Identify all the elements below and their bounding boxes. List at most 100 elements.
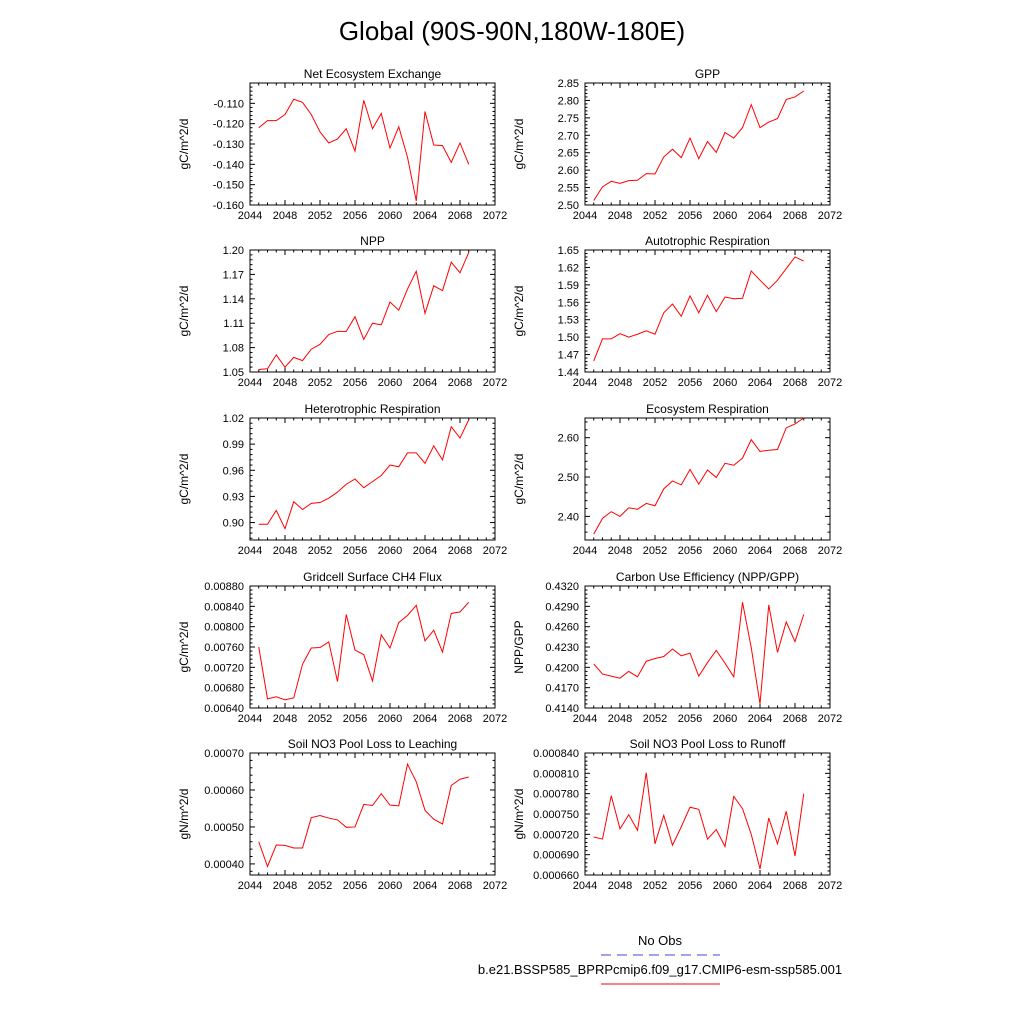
y-tick-label: 0.000690 <box>533 850 579 862</box>
y-tick-label: 2.65 <box>558 148 579 160</box>
panel-npp: NPP gC/m^2/d 2044 2048 2052 2056 2060 2064 2068 2… <box>177 234 507 389</box>
panel-soil-no3-pool-loss-to-runoff: Soil NO3 Pool Loss to Runoff gN/m^2/d 2044… <box>512 737 842 892</box>
y-axis-label: gC/m^2/d <box>177 119 191 170</box>
y-tick-label: 1.62 <box>558 262 579 274</box>
x-tick-label: 2064 <box>748 377 772 389</box>
y-tick-label: 1.65 <box>558 245 579 257</box>
x-tick-label: 2068 <box>448 713 472 725</box>
x-tick-label: 2044 <box>573 377 597 389</box>
x-tick-label: 2064 <box>748 880 772 892</box>
y-tick-label: 0.00640 <box>204 703 244 715</box>
x-tick-label: 2072 <box>483 713 507 725</box>
y-axis-label: gC/m^2/d <box>177 286 191 337</box>
legend: No Obs b.e21.BSSP585_BPRPcmip6.f09_g17.C… <box>478 933 842 985</box>
x-tick-label: 2048 <box>273 210 297 222</box>
series-line <box>258 98 470 202</box>
y-tick-label: 1.56 <box>558 297 579 309</box>
x-tick-label: 2056 <box>678 545 702 557</box>
y-axis-label: gC/m^2/d <box>512 286 526 337</box>
y-tick-label: 0.000750 <box>533 809 579 821</box>
x-tick-label: 2052 <box>643 713 667 725</box>
panels-group: Net Ecosystem Exchange gC/m^2/d 2044 2048 20… <box>177 67 842 892</box>
y-tick-label: 0.000780 <box>533 789 579 801</box>
y-tick-label: 0.00760 <box>204 642 244 654</box>
y-tick-label: 0.000720 <box>533 829 579 841</box>
x-tick-label: 2044 <box>573 545 597 557</box>
series-line <box>258 252 470 371</box>
x-tick-label: 2060 <box>713 545 737 557</box>
panel-title: Net Ecosystem Exchange <box>304 67 442 81</box>
plot-frame <box>249 82 496 206</box>
y-tick-label: 0.000840 <box>533 748 579 760</box>
y-tick-label: 1.11 <box>223 318 244 330</box>
legend-obs-label: No Obs <box>638 933 683 948</box>
x-tick-label: 2056 <box>343 545 367 557</box>
x-tick-label: 2052 <box>308 880 332 892</box>
y-tick-label: 1.50 <box>558 332 579 344</box>
y-tick-label: 0.4290 <box>545 601 579 613</box>
plot-frame <box>584 249 831 373</box>
x-tick-label: 2044 <box>238 377 262 389</box>
y-tick-label: 2.80 <box>558 95 579 107</box>
x-tick-label: 2060 <box>713 210 737 222</box>
y-axis-label: NPP/GPP <box>512 620 526 673</box>
plot-frame <box>249 585 496 709</box>
x-tick-label: 2044 <box>238 880 262 892</box>
plot-frame <box>584 752 831 876</box>
plot-frame <box>584 585 831 709</box>
panel-ecosystem-respiration: Ecosystem Respiration gC/m^2/d 2044 2048 205… <box>512 402 842 557</box>
y-tick-label: 0.00050 <box>204 822 244 834</box>
y-tick-label: 2.50 <box>558 472 579 484</box>
x-tick-label: 2044 <box>238 210 262 222</box>
x-tick-label: 2044 <box>573 210 597 222</box>
x-tick-label: 2052 <box>643 377 667 389</box>
x-tick-label: 2068 <box>448 210 472 222</box>
x-tick-label: 2052 <box>643 210 667 222</box>
y-tick-label: -0.150 <box>213 180 244 192</box>
x-tick-label: 2060 <box>378 377 402 389</box>
x-tick-label: 2064 <box>748 210 772 222</box>
x-tick-label: 2048 <box>608 713 632 725</box>
y-axis-label: gC/m^2/d <box>512 454 526 505</box>
y-axis-label: gC/m^2/d <box>177 454 191 505</box>
y-tick-label: 1.20 <box>223 245 244 257</box>
x-tick-label: 2064 <box>413 210 437 222</box>
panel-gpp: GPP gC/m^2/d 2044 2048 2052 2056 2060 2064 2068 2… <box>512 67 842 222</box>
x-tick-label: 2068 <box>448 545 472 557</box>
x-tick-label: 2056 <box>678 210 702 222</box>
panel-gridcell-surface-ch4-flux: Gridcell Surface CH4 Flux gC/m^2/d 2044 204… <box>177 570 507 725</box>
panel-title: Autotrophic Respiration <box>645 234 770 248</box>
panel-title: Carbon Use Efficiency (NPP/GPP) <box>616 570 799 584</box>
x-tick-label: 2064 <box>413 377 437 389</box>
x-tick-label: 2064 <box>413 713 437 725</box>
y-tick-label: 2.60 <box>558 433 579 445</box>
y-tick-label: 1.14 <box>223 294 244 306</box>
x-tick-label: 2056 <box>343 377 367 389</box>
x-tick-label: 2072 <box>818 880 842 892</box>
y-tick-label: 1.17 <box>223 269 244 281</box>
panel-carbon-use-efficiency-npp-gpp: Carbon Use Efficiency (NPP/GPP) NPP/GPP 20… <box>512 570 842 725</box>
y-tick-label: -0.110 <box>214 98 244 110</box>
series-line <box>593 602 805 705</box>
x-tick-label: 2072 <box>483 880 507 892</box>
x-tick-label: 2048 <box>608 880 632 892</box>
x-tick-label: 2052 <box>308 545 332 557</box>
x-tick-label: 2068 <box>448 377 472 389</box>
x-tick-label: 2060 <box>378 713 402 725</box>
panel-title: Ecosystem Respiration <box>646 402 769 416</box>
y-tick-label: 2.40 <box>558 511 579 523</box>
x-tick-label: 2072 <box>483 545 507 557</box>
plot-frame <box>584 82 831 206</box>
panel-title: Soil NO3 Pool Loss to Runoff <box>630 737 787 751</box>
x-tick-label: 2052 <box>308 210 332 222</box>
y-tick-label: 1.53 <box>558 315 579 327</box>
x-tick-label: 2068 <box>783 545 807 557</box>
y-tick-label: 1.05 <box>223 367 244 379</box>
y-axis-label: gN/m^2/d <box>512 789 526 840</box>
x-tick-label: 2064 <box>413 545 437 557</box>
y-tick-label: 1.59 <box>558 280 579 292</box>
x-tick-label: 2056 <box>343 880 367 892</box>
y-tick-label: 1.44 <box>558 367 579 379</box>
x-tick-label: 2044 <box>238 713 262 725</box>
